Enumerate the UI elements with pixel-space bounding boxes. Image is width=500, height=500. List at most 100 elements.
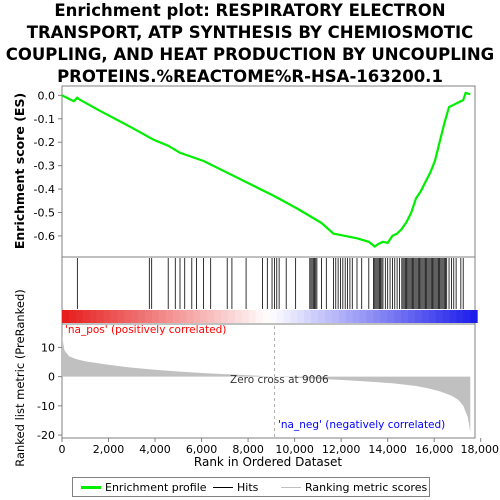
rank-color-segment: [241, 310, 250, 323]
rank-color-segment: [283, 310, 291, 323]
rank-color-segment: [408, 310, 416, 323]
title-line: Enrichment plot: RESPIRATORY ELECTRON: [54, 1, 446, 20]
rank-color-segment: [207, 310, 215, 323]
rank-color-segment: [158, 310, 167, 323]
rank-color-segment: [269, 310, 278, 323]
es-y-axis: 0.0 -0.1 -0.2 -0.3 -0.4 -0.5 -0.6: [34, 89, 62, 243]
rank-color-segment: [103, 310, 111, 323]
rank-color-segment: [449, 310, 457, 323]
neg-correlated-label: 'na_neg' (negatively correlated): [278, 419, 445, 431]
rank-color-segment: [366, 310, 374, 323]
es-y-tick-label: -0.6: [34, 230, 55, 243]
rank-color-segment: [421, 310, 430, 323]
pos-correlated-label: 'na_pos' (positively correlated): [65, 324, 226, 336]
x-tick-label: 4,000: [139, 443, 171, 456]
legend-swatch-ranking: [281, 487, 301, 488]
es-y-tick-label: -0.1: [34, 113, 55, 126]
rank-color-segment: [235, 310, 243, 323]
metric-y-axis-label: Ranked list metric (PreRanked): [13, 289, 27, 467]
hit-markers: [76, 258, 464, 309]
title-line: PROTEINS.%REACTOME%R-HSA-163200.1: [57, 67, 443, 86]
legend-item-hits: Hits: [213, 481, 258, 494]
rank-color-segment: [172, 310, 181, 323]
rank-color-segment: [338, 310, 347, 323]
x-axis: 0 2,000 4,000 6,000 8,000 10,000 12,000 14,000 1…: [59, 438, 500, 456]
rank-color-segment: [304, 310, 312, 323]
legend-swatch-enrichment: [81, 486, 101, 489]
rank-color-segment: [214, 310, 222, 323]
x-tick-label: 8,000: [232, 443, 264, 456]
rank-color-segment: [456, 310, 464, 323]
legend-swatch-hits: [213, 487, 233, 488]
rank-color-segment: [290, 310, 298, 323]
es-panel: 0.0 -0.1 -0.2 -0.3 -0.4 -0.5 -0.6 Enrichment s…: [12, 85, 476, 258]
x-tick-label: 18,000: [461, 443, 500, 456]
rank-color-segment: [387, 310, 395, 323]
rank-color-segment: [179, 310, 188, 323]
rank-color-segment: [380, 310, 388, 323]
rank-color-segment: [297, 310, 305, 323]
rank-color-segment: [75, 310, 84, 323]
x-tick-label: 0: [59, 443, 66, 456]
x-tick-label: 12,000: [322, 443, 361, 456]
rank-color-segment: [193, 310, 201, 323]
es-y-tick-label: 0.0: [38, 89, 56, 102]
rank-color-segment: [145, 310, 153, 323]
x-tick-label: 6,000: [186, 443, 218, 456]
rank-color-segment: [96, 310, 105, 323]
rank-color-segment: [228, 310, 236, 323]
rank-color-segment: [428, 310, 437, 323]
es-y-tick-label: -0.2: [34, 136, 55, 149]
title-line: COUPLING, AND HEAT PRODUCTION BY UNCOUPL…: [5, 45, 495, 64]
metric-y-tick-label: 10: [41, 341, 55, 354]
x-tick-label: 10,000: [275, 443, 314, 456]
legend-item-enrichment: Enrichment profile: [81, 481, 207, 494]
rank-color-segment: [394, 310, 402, 323]
rank-color-segment: [262, 310, 271, 323]
rank-color-segment: [110, 310, 118, 323]
rank-color-segment: [352, 310, 361, 323]
title-line: TRANSPORT, ATP SYNTHESIS BY CHEMIOSMOTIC: [26, 23, 474, 42]
es-y-tick-label: -0.4: [34, 183, 55, 196]
rank-color-bar: [62, 310, 478, 323]
x-axis-label: Rank in Ordered Dataset: [194, 455, 342, 469]
legend: Enrichment profile Hits Ranking metric s…: [72, 477, 430, 497]
es-y-tick-label: -0.3: [34, 160, 55, 173]
enrichment-profile-line: [61, 91, 471, 248]
metric-panel: 10 0 -10 -20 0 2,000 4,000 6,000 8,000 10,000 12,…: [13, 289, 499, 469]
rank-color-segment: [68, 310, 77, 323]
rank-color-segment: [131, 310, 139, 323]
rank-color-segment: [359, 310, 367, 323]
es-y-axis-label: Enrichment score (ES): [12, 93, 27, 249]
rank-color-segment: [248, 310, 257, 323]
rank-color-segment: [200, 310, 208, 323]
rank-color-segment: [442, 310, 451, 323]
rank-color-segment: [311, 310, 319, 323]
rank-color-segment: [318, 310, 326, 323]
rank-color-segment: [255, 310, 264, 323]
rank-color-segment: [463, 310, 471, 323]
rank-color-segment: [373, 310, 381, 323]
hits-panel: [61, 256, 478, 325]
rank-color-segment: [138, 310, 146, 323]
zero-cross-label: Zero cross at 9006: [230, 374, 329, 386]
x-tick-label: 2,000: [93, 443, 125, 456]
metric-y-axis: 10 0 -10 -20: [37, 341, 62, 442]
legend-label-ranking: Ranking metric scores: [305, 481, 428, 494]
legend-label-enrichment: Enrichment profile: [105, 481, 207, 494]
metric-y-tick-label: 0: [48, 371, 55, 384]
rank-color-segment: [470, 310, 478, 323]
es-panel-frame: [61, 85, 476, 258]
rank-color-segment: [401, 310, 409, 323]
rank-color-segment: [186, 310, 194, 323]
x-tick-label: 16,000: [415, 443, 454, 456]
metric-y-tick-label: -20: [37, 429, 55, 442]
legend-label-hits: Hits: [237, 481, 259, 494]
metric-y-tick-label: -10: [37, 400, 55, 413]
rank-color-segment: [324, 310, 333, 323]
x-tick-label: 14,000: [368, 443, 407, 456]
chart-title: Enrichment plot: RESPIRATORY ELECTRON TR…: [0, 0, 500, 88]
legend-item-ranking: Ranking metric scores: [281, 481, 427, 494]
rank-color-segment: [331, 310, 340, 323]
